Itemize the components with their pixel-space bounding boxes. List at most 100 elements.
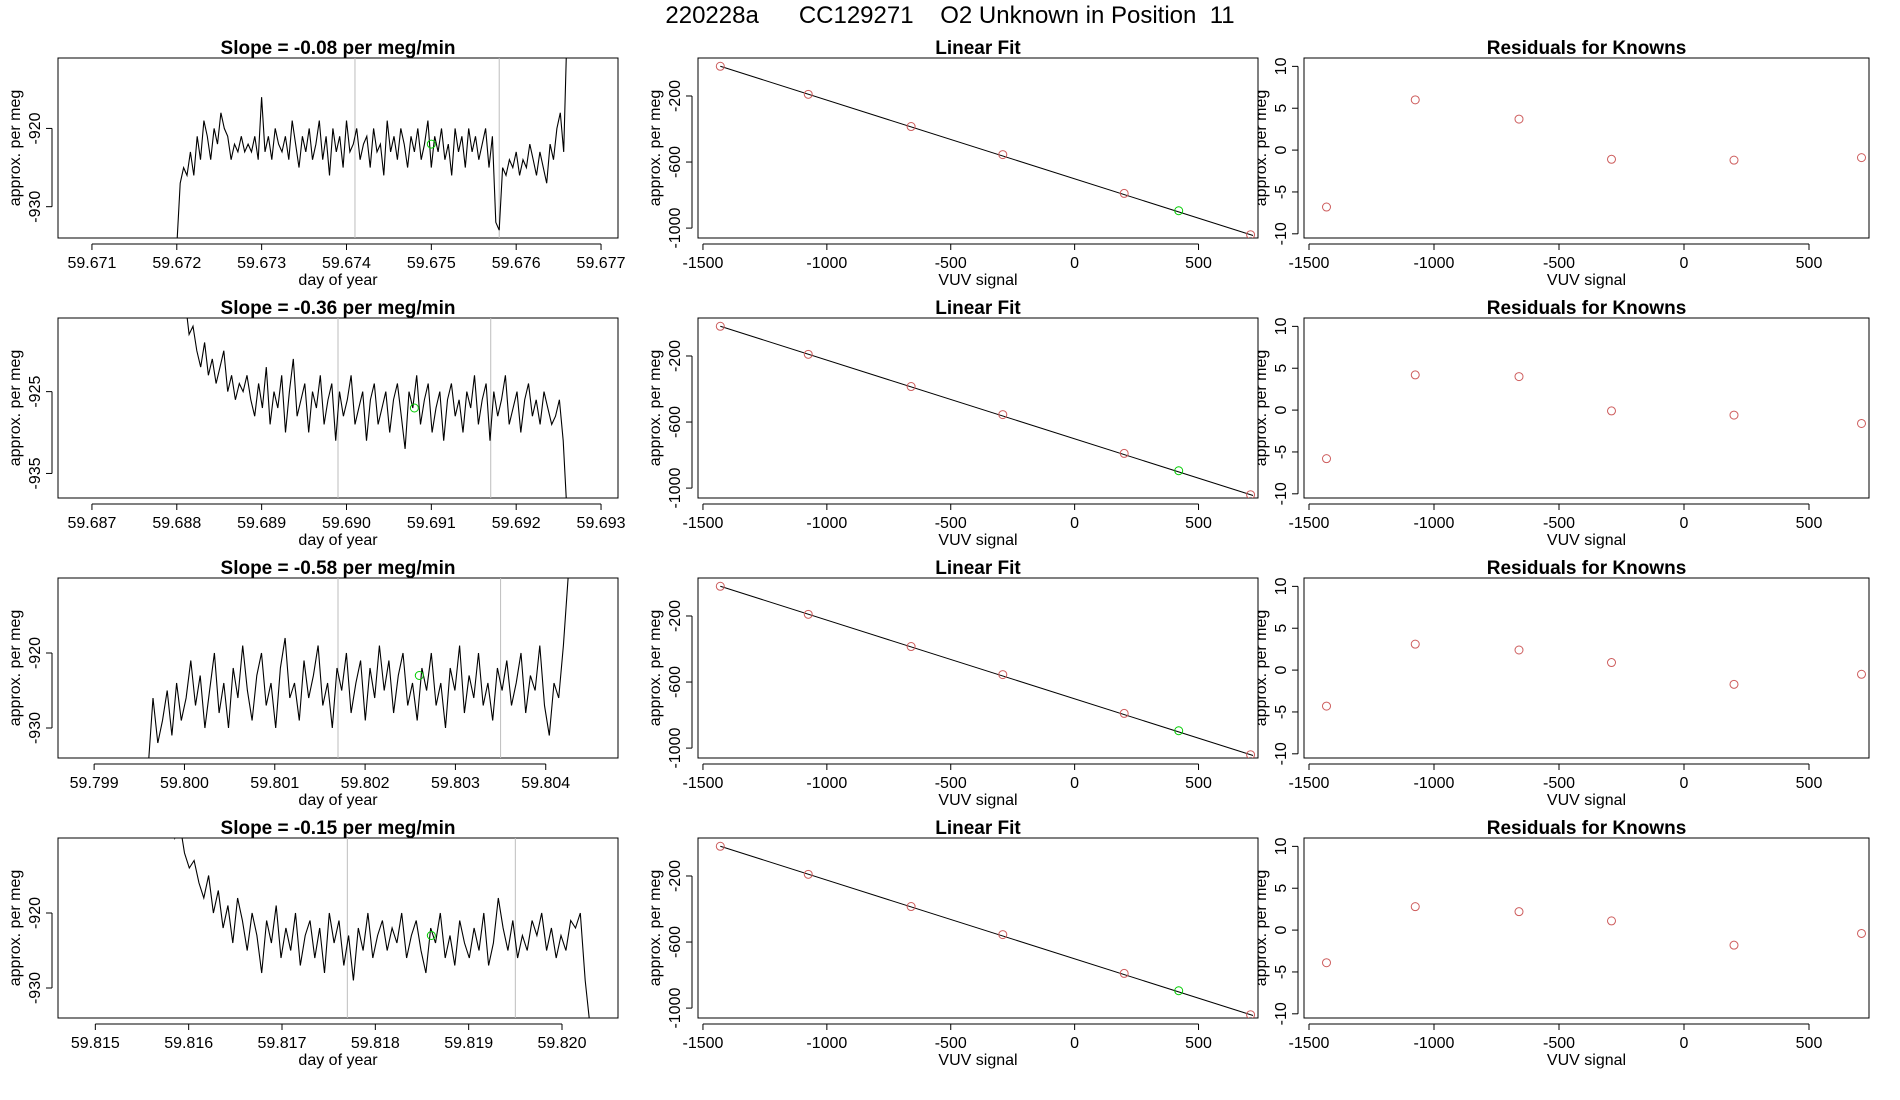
panel-title: Slope = -0.08 per meg/min [221, 38, 456, 59]
y-tick-label: -930 [27, 191, 44, 223]
unknown-point [409, 403, 419, 413]
x-tick-label: 500 [1796, 515, 1823, 532]
signal-trace [176, 58, 567, 238]
x-axis-label: day of year [298, 272, 378, 289]
x-tick-label: 500 [1796, 255, 1823, 272]
plot-frame [697, 317, 1259, 499]
x-tick-label: -500 [935, 1035, 967, 1052]
known-point [1729, 410, 1739, 420]
x-tick-label: 59.800 [160, 775, 209, 792]
x-tick-label: 59.674 [322, 255, 371, 272]
known-point [906, 902, 916, 912]
y-tick-label: 0 [1273, 406, 1290, 415]
y-tick-label: -200 [667, 80, 684, 112]
known-point [1119, 968, 1129, 978]
x-tick-label: -1000 [1414, 255, 1455, 272]
panel-4-3: Residuals for Knowns -1500 -1000 -500 0 500 VU… [1253, 818, 1870, 1069]
plot-area [1322, 370, 1866, 464]
x-tick-label: -1000 [806, 255, 847, 272]
x-tick-label: -500 [935, 775, 967, 792]
x-tick-label: 0 [1680, 1035, 1689, 1052]
panel-2-3: Residuals for Knowns -1500 -1000 -500 0 500 VU… [1253, 298, 1870, 549]
known-point [715, 61, 725, 71]
x-tick-label: 500 [1185, 1035, 1212, 1052]
known-point [1246, 1010, 1256, 1018]
known-point [906, 382, 916, 392]
panel-1-2: Linear Fit -1500 -1000 -500 0 500 VUV signal -2… [647, 38, 1259, 289]
y-axis-label: approx. per meg [647, 350, 664, 467]
unknown-point [1174, 206, 1184, 216]
known-point [1119, 448, 1129, 458]
x-tick-label: -500 [1543, 1035, 1575, 1052]
y-tick-label: -920 [27, 637, 44, 669]
y-tick-label: 5 [1273, 624, 1290, 633]
panel-title: Linear Fit [935, 298, 1021, 319]
y-tick-label: 5 [1273, 364, 1290, 373]
panel-title: Linear Fit [935, 558, 1021, 579]
fit-line [720, 325, 1254, 496]
plot-area [176, 58, 567, 238]
y-axis-label: approx. per meg [7, 350, 24, 467]
page-title: 220228a CC129271 O2 Unknown in Position … [665, 2, 1235, 29]
y-tick-label: -10 [1273, 222, 1290, 245]
y-tick-label: -200 [667, 340, 684, 372]
panel-1-3: Residuals for Knowns -1500 -1000 -500 0 500 VU… [1253, 38, 1870, 289]
y-axis-label: approx. per meg [647, 870, 664, 987]
known-point [1857, 928, 1866, 938]
plot-area [1322, 902, 1866, 968]
x-tick-label: 59.691 [407, 515, 456, 532]
x-tick-label: -1500 [1289, 1035, 1330, 1052]
plot-frame [697, 837, 1259, 1019]
plot-area [1322, 639, 1866, 711]
y-tick-label: -935 [27, 457, 44, 489]
panel-title: Slope = -0.58 per meg/min [221, 558, 456, 579]
unknown-point [414, 671, 424, 680]
known-point [1119, 708, 1129, 718]
x-tick-label: 0 [1680, 775, 1689, 792]
x-tick-label: -1000 [806, 1035, 847, 1052]
y-tick-label: -925 [27, 376, 44, 408]
x-tick-label: -1000 [806, 515, 847, 532]
known-point [1514, 372, 1524, 382]
panel-2-1: Slope = -0.36 per meg/min 59.687 59.688 59.… [7, 298, 626, 549]
y-tick-label: 10 [1273, 837, 1290, 855]
y-tick-label: -920 [27, 112, 44, 144]
y-tick-label: -600 [667, 926, 684, 958]
x-axis-label: day of year [298, 792, 378, 809]
x-tick-label: 500 [1796, 775, 1823, 792]
known-point [998, 150, 1008, 160]
x-axis-label: day of year [298, 1052, 378, 1069]
x-tick-label: 59.817 [258, 1035, 307, 1052]
y-tick-label: -1000 [667, 208, 684, 249]
known-point [1410, 639, 1420, 649]
plot-frame [57, 837, 619, 1019]
panel-title: Slope = -0.36 per meg/min [221, 298, 456, 319]
known-point [803, 349, 813, 359]
y-tick-label: 5 [1273, 104, 1290, 113]
plot-area [715, 61, 1256, 238]
x-tick-label: 59.692 [492, 515, 541, 532]
x-tick-label: -1000 [1414, 1035, 1455, 1052]
x-tick-label: -500 [935, 255, 967, 272]
known-point [1857, 669, 1866, 679]
panel-3-2: Linear Fit -1500 -1000 -500 0 500 VUV signal -2… [647, 558, 1259, 809]
plot-area [148, 578, 569, 758]
panel-1-1: Slope = -0.08 per meg/min 59.671 59.672 59.… [7, 38, 626, 289]
known-point [1857, 153, 1866, 163]
plot-frame [697, 57, 1259, 239]
x-axis-label: VUV signal [938, 1052, 1017, 1069]
y-tick-label: -200 [667, 600, 684, 632]
y-tick-label: -920 [27, 897, 44, 929]
plot-area [715, 581, 1256, 758]
x-tick-label: 59.673 [237, 255, 286, 272]
plot-frame [1303, 837, 1870, 1019]
x-axis-label: day of year [298, 532, 378, 549]
panel-3-1: Slope = -0.58 per meg/min 59.799 59.800 59.… [7, 558, 619, 809]
known-point [803, 869, 813, 879]
known-point [1729, 679, 1739, 689]
y-tick-label: -10 [1273, 742, 1290, 765]
x-axis-label: VUV signal [1547, 792, 1626, 809]
panel-4-2: Linear Fit -1500 -1000 -500 0 500 VUV signal -2… [647, 818, 1259, 1069]
y-tick-label: -600 [667, 406, 684, 438]
